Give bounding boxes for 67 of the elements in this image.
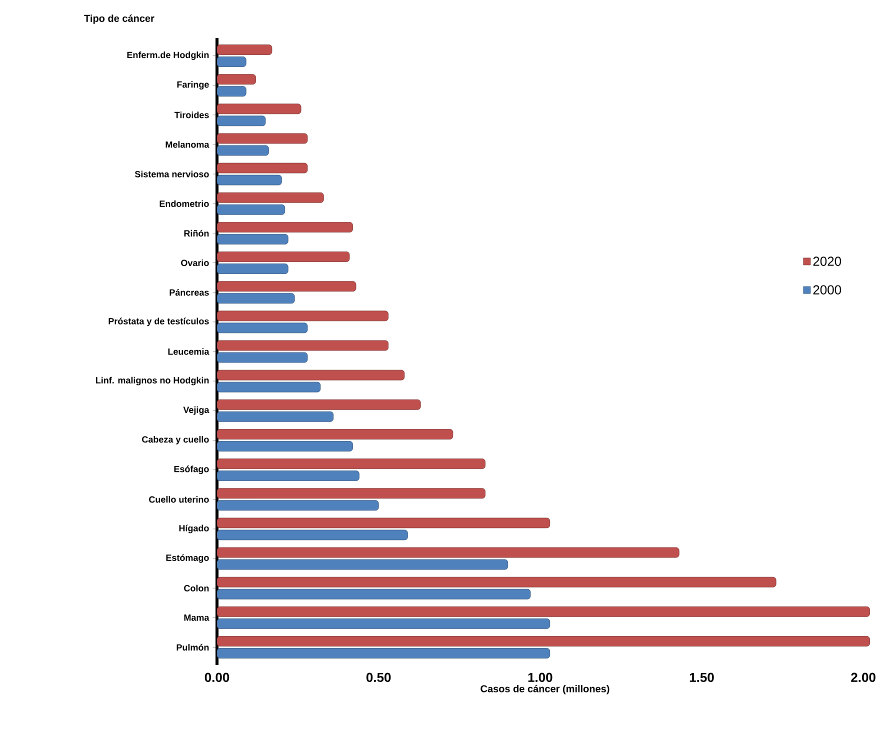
y-tick-label: Ovario (181, 259, 209, 266)
y-tick-label: Cabeza y cuello (142, 436, 209, 444)
bar (217, 429, 454, 440)
bar (217, 636, 870, 646)
x-tick-label: 0.00 (204, 672, 230, 682)
bar (217, 222, 353, 232)
bar (217, 370, 405, 380)
bar (217, 382, 321, 392)
y-tick-label: Hígado (179, 524, 209, 534)
legend-label: 2000 (813, 285, 842, 294)
bar (217, 192, 324, 203)
bar (217, 310, 388, 322)
x-tick-label: 1.50 (690, 672, 714, 682)
y-tick-label: Esófago (174, 466, 209, 474)
bar (217, 44, 272, 55)
bar (217, 252, 350, 262)
bar (217, 281, 356, 292)
bar (217, 293, 295, 304)
bar (217, 264, 288, 274)
bar (217, 56, 246, 67)
bar (217, 547, 680, 558)
y-tick-label: Linf. malignos no Hodgkin (96, 376, 209, 386)
bar (217, 618, 550, 629)
bar (217, 104, 302, 114)
bar (217, 500, 379, 511)
bar (217, 458, 486, 469)
bar (217, 576, 776, 588)
x-tick-label: 0.50 (366, 672, 391, 682)
bar (217, 234, 288, 244)
bar (217, 204, 286, 215)
y-tick-label: Páncreas (170, 289, 209, 296)
y-tick-label: Pulmón (176, 644, 209, 651)
legend-label: 2020 (813, 256, 842, 266)
bar (217, 518, 550, 528)
bar (217, 399, 421, 410)
x-tick-label: 1.00 (528, 672, 552, 682)
bar (217, 588, 531, 600)
bar (217, 530, 408, 540)
bar (217, 648, 550, 658)
y-tick-label: Estómago (166, 554, 209, 563)
bar (217, 86, 246, 97)
y-tick-label: Faringe (177, 81, 209, 90)
x-axis-title: Casos de cáncer (millones) (480, 684, 610, 694)
y-tick-label: Cuello uterino (149, 496, 209, 503)
x-tick-label: 2.00 (851, 672, 876, 682)
bar (217, 470, 360, 481)
y-tick-label: Enferm.de Hodgkin (127, 52, 209, 60)
bar (217, 411, 334, 422)
bar (217, 116, 266, 126)
y-tick-label: Mama (184, 614, 210, 621)
y-tick-label: Riñón (184, 230, 209, 237)
bar (217, 559, 508, 570)
bar (217, 488, 486, 499)
y-tick-label: Endometrio (160, 200, 209, 207)
y-tick-label: Colon (184, 584, 209, 592)
y-tick-label: Sistema nervioso (134, 170, 209, 178)
y-tick-label: Próstata y de testículos (108, 318, 209, 326)
y-tick-label: Melanoma (166, 141, 210, 148)
y-tick-label: Vejiga (183, 406, 210, 415)
bar (217, 322, 308, 334)
bar (217, 340, 388, 351)
bar (217, 606, 870, 617)
bar (217, 74, 256, 85)
bar (217, 441, 353, 452)
y-tick-label: Leucemia (168, 348, 210, 355)
y-tick-label: Tiroides (174, 112, 209, 118)
y-axis-title: Tipo de cáncer (84, 14, 154, 24)
